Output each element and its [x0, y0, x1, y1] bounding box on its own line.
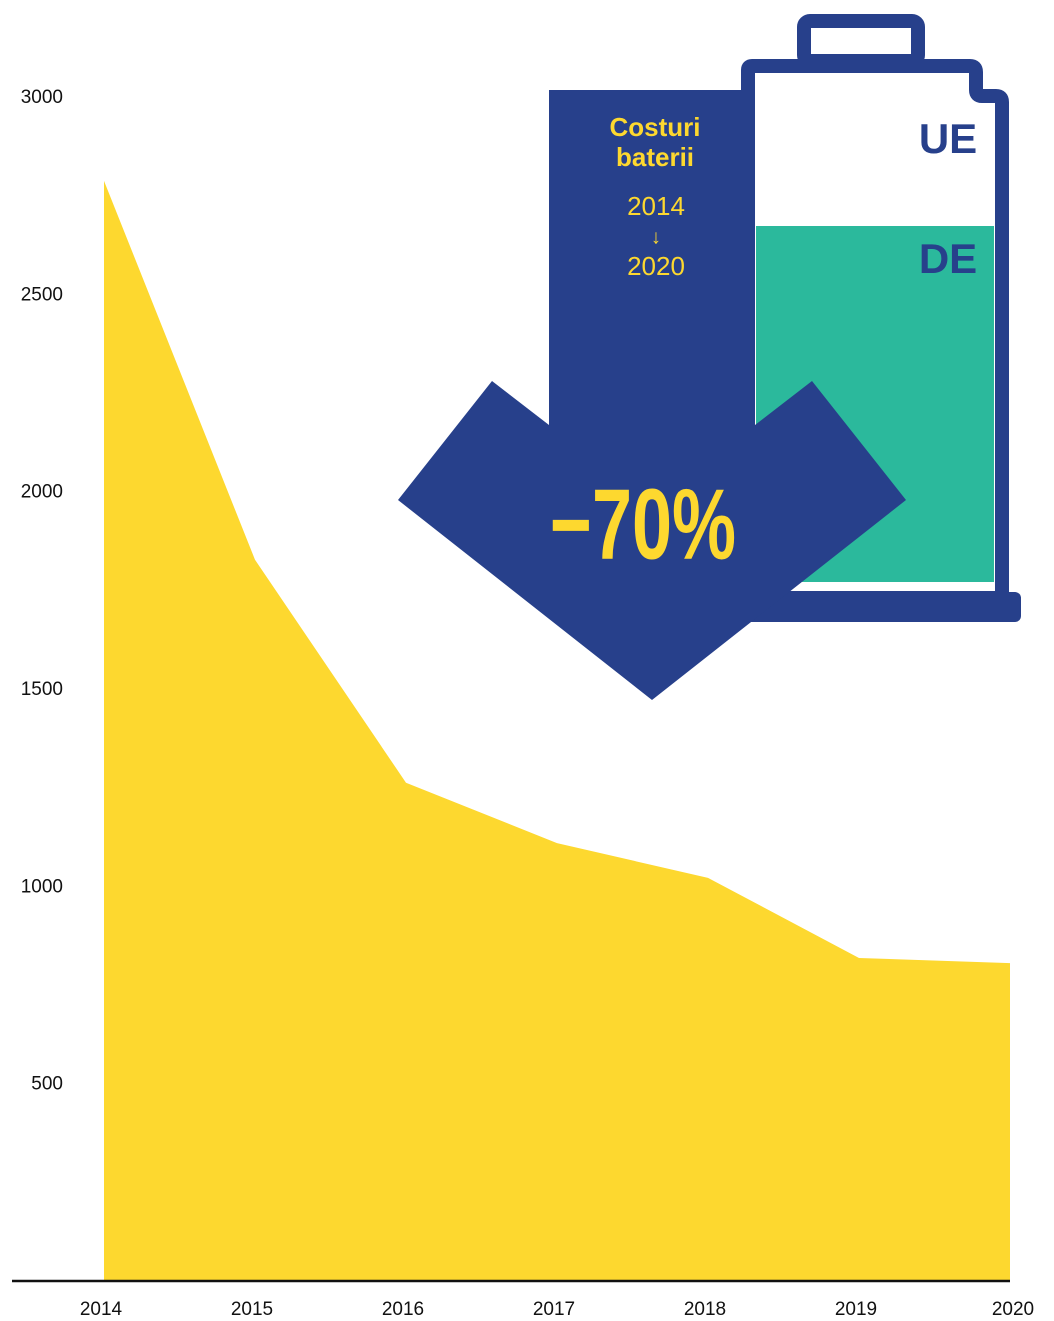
- battery-top-label: UE: [919, 115, 977, 162]
- arrow-title-box: Costuri baterii: [609, 112, 701, 172]
- y-tick-label: 500: [31, 1074, 63, 1095]
- y-tick-label: 3000: [21, 87, 63, 108]
- y-tick-label: 2000: [21, 482, 63, 503]
- x-tick-label: 2018: [684, 1299, 726, 1320]
- x-tick-label: 2016: [382, 1299, 424, 1320]
- x-tick-label: 2015: [231, 1299, 273, 1320]
- battery-cap: [797, 14, 925, 68]
- x-tick-label: 2017: [533, 1299, 575, 1320]
- x-tick-label: 2020: [992, 1299, 1034, 1320]
- y-tick-label: 1500: [21, 679, 63, 700]
- y-tick-label: 2500: [21, 284, 63, 305]
- arrow-title: Costuri baterii: [609, 112, 701, 172]
- y-tick-label: 1000: [21, 876, 63, 897]
- arrow-symbol: ↓: [651, 226, 661, 248]
- arrow: Costuri baterii 2014 ↓ 2020 −70%: [398, 90, 906, 700]
- x-tick-label: 2019: [835, 1299, 877, 1320]
- change-label: −70%: [550, 469, 736, 580]
- battery-base: [740, 592, 1021, 622]
- battery-bottom-label: DE: [919, 235, 977, 282]
- arrow-to: 2020: [627, 251, 685, 281]
- arrow-shape: [398, 90, 906, 700]
- area: [104, 180, 1010, 1282]
- x-tick-label: 2014: [80, 1299, 123, 1320]
- arrow-from: 2014: [627, 191, 685, 221]
- plot: [104, 180, 1010, 1282]
